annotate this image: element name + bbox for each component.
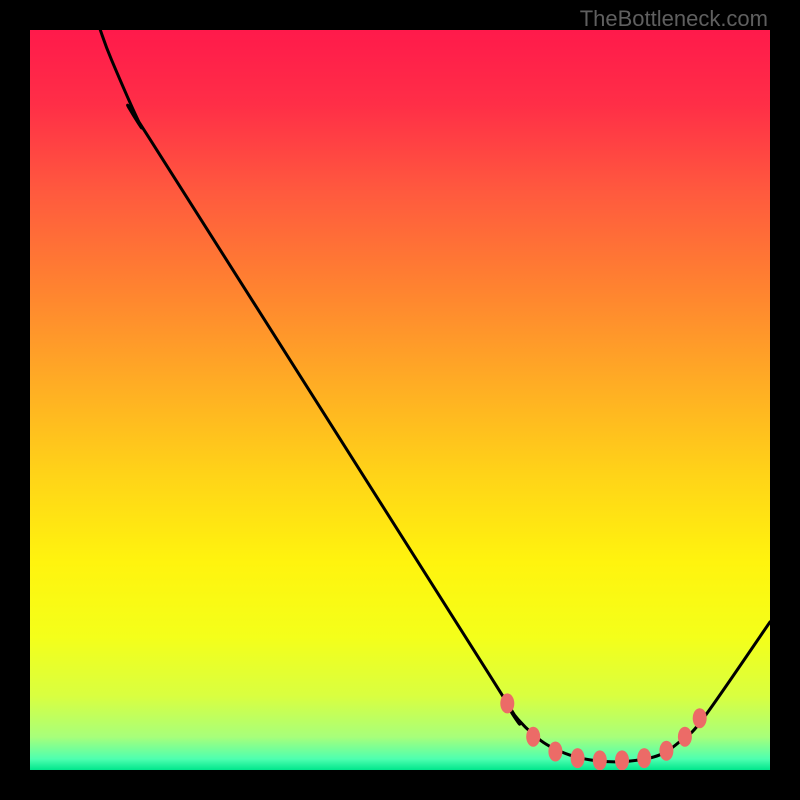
- watermark-text: TheBottleneck.com: [580, 6, 768, 32]
- plot-svg: [30, 30, 770, 770]
- marker-dot: [693, 708, 707, 728]
- marker-dot: [593, 750, 607, 770]
- marker-dot: [615, 750, 629, 770]
- marker-dot: [678, 727, 692, 747]
- gradient-background: [30, 30, 770, 770]
- plot-area: [30, 30, 770, 770]
- marker-dot: [659, 741, 673, 761]
- marker-dot: [526, 727, 540, 747]
- marker-dot: [571, 748, 585, 768]
- marker-dot: [500, 693, 514, 713]
- marker-dot: [637, 748, 651, 768]
- chart-frame: TheBottleneck.com: [0, 0, 800, 800]
- marker-dot: [548, 742, 562, 762]
